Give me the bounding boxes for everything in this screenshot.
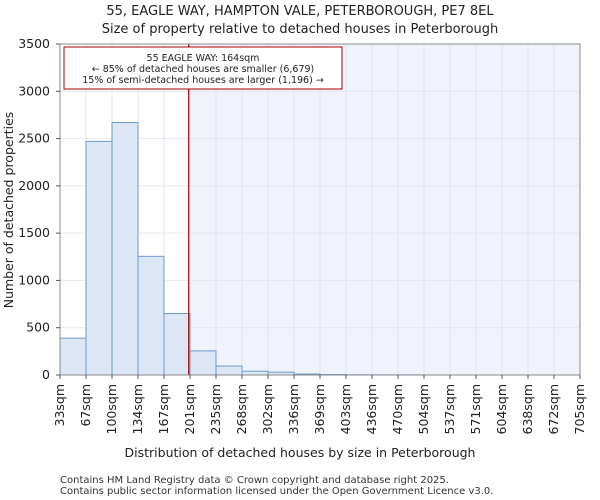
bar-100sqm: [111, 121, 139, 376]
x-tick-label: 67sqm: [78, 384, 93, 427]
annotation-box: 55 EAGLE WAY: 164sqm ← 85% of detached h…: [63, 46, 343, 90]
x-tick-label: 571sqm: [468, 384, 483, 434]
annotation-frame: [63, 46, 343, 90]
chart-title-line1: 55, EAGLE WAY, HAMPTON VALE, PETERBOROUG…: [106, 4, 494, 19]
bar-33sqm: [59, 337, 87, 376]
y-ticks: 0 500 1000 1500 2000 2500 3000 3500: [18, 36, 60, 382]
y-tick-label: 1000: [18, 272, 50, 287]
y-tick-label: 3500: [18, 36, 50, 51]
bar-201sqm: [189, 350, 217, 376]
x-tick-label: 705sqm: [572, 384, 587, 434]
y-tick-label: 2500: [18, 131, 50, 146]
x-tick-label: 604sqm: [494, 384, 509, 434]
y-tick-label: 1500: [18, 225, 50, 240]
footer-line2: Contains public sector information licen…: [60, 486, 493, 497]
bar-67sqm: [85, 140, 113, 376]
x-tick-label: 436sqm: [364, 384, 379, 434]
y-tick-label: 500: [26, 320, 50, 335]
x-tick-label: 268sqm: [234, 384, 249, 434]
x-tick-label: 134sqm: [130, 384, 145, 434]
bar-167sqm: [163, 313, 191, 376]
x-axis-label: Distribution of detached houses by size …: [125, 445, 476, 460]
plot-background: [188, 44, 580, 375]
x-tick-label: 504sqm: [416, 384, 431, 434]
x-tick-label: 167sqm: [156, 384, 171, 434]
y-tick-label: 3000: [18, 83, 50, 98]
footer-line1: Contains HM Land Registry data © Crown c…: [60, 475, 449, 486]
y-tick-label: 2000: [18, 178, 50, 193]
chart-title-line2: Size of property relative to detached ho…: [102, 22, 499, 37]
x-tick-label: 470sqm: [390, 384, 405, 434]
annotation-line2: ← 85% of detached houses are smaller (6,…: [92, 64, 315, 75]
bar-235sqm: [215, 365, 243, 376]
bar-268sqm: [241, 370, 269, 376]
y-axis-label: Number of detached properties: [1, 112, 16, 309]
x-tick-label: 403sqm: [338, 384, 353, 434]
x-tick-label: 638sqm: [520, 384, 535, 434]
x-tick-label: 302sqm: [260, 384, 275, 434]
bar-134sqm: [137, 255, 165, 376]
x-tick-label: 201sqm: [182, 384, 197, 434]
x-tick-label: 537sqm: [442, 384, 457, 434]
annotation-line3: 15% of semi-detached houses are larger (…: [82, 75, 324, 86]
x-tick-label: 336sqm: [286, 384, 301, 434]
x-ticks: 33sqm 67sqm 100sqm 134sqm 167sqm 201sqm 235sqm…: [52, 375, 587, 434]
annotation-line1: 55 EAGLE WAY: 164sqm: [147, 53, 260, 64]
y-tick-label: 0: [42, 367, 50, 382]
x-tick-label: 235sqm: [208, 384, 223, 434]
x-tick-label: 33sqm: [52, 384, 67, 427]
bars: [59, 121, 425, 376]
x-tick-label: 369sqm: [312, 384, 327, 434]
x-tick-label: 100sqm: [104, 384, 119, 434]
x-tick-label: 672sqm: [546, 384, 561, 434]
